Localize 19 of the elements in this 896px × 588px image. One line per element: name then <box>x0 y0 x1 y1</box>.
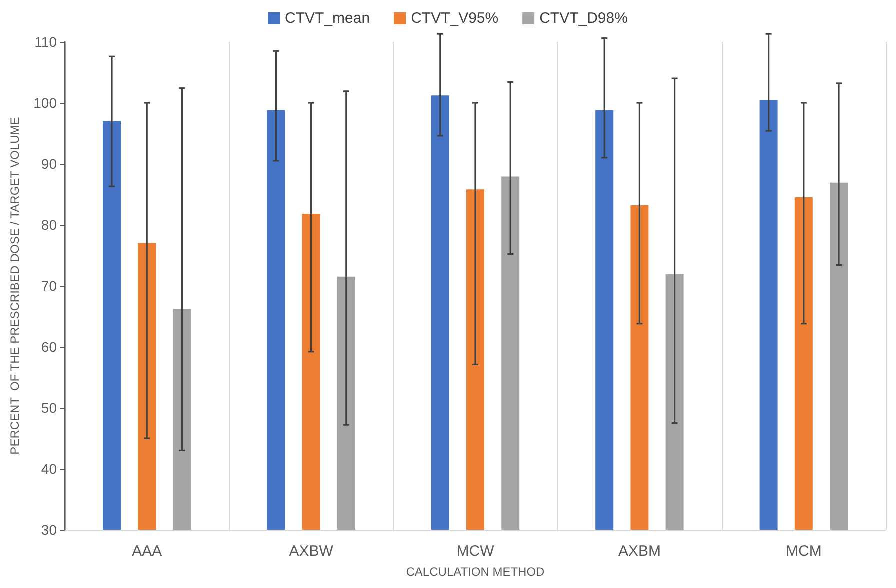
y-tick-label: 110 <box>34 34 58 50</box>
x-tick-label: MCW <box>456 543 496 560</box>
legend-label: CTVT_V95% <box>411 10 499 27</box>
y-tick-label: 100 <box>34 95 58 111</box>
y-tick-label: 50 <box>41 400 58 416</box>
y-tick-label: 30 <box>41 522 58 538</box>
y-tick-label: 90 <box>41 156 58 172</box>
y-tick-label: 60 <box>41 339 58 355</box>
y-tick-label: 80 <box>41 217 58 233</box>
legend-label: CTVT_D98% <box>540 10 628 27</box>
x-tick-label: AXBM <box>618 543 661 560</box>
x-tick-label: AAA <box>132 543 162 560</box>
x-axis-title: CALCULATION METHOD <box>406 565 546 579</box>
legend-label: CTVT_mean <box>285 10 370 27</box>
y-tick-label: 40 <box>41 461 58 477</box>
y-tick-label: 70 <box>41 278 58 294</box>
x-tick-label: MCM <box>786 543 822 560</box>
x-tick-label: AXBW <box>289 543 334 560</box>
y-axis-title: PERCENT OF THE PRESCRIBED DOSE / TARGET VOLUME <box>8 117 22 455</box>
